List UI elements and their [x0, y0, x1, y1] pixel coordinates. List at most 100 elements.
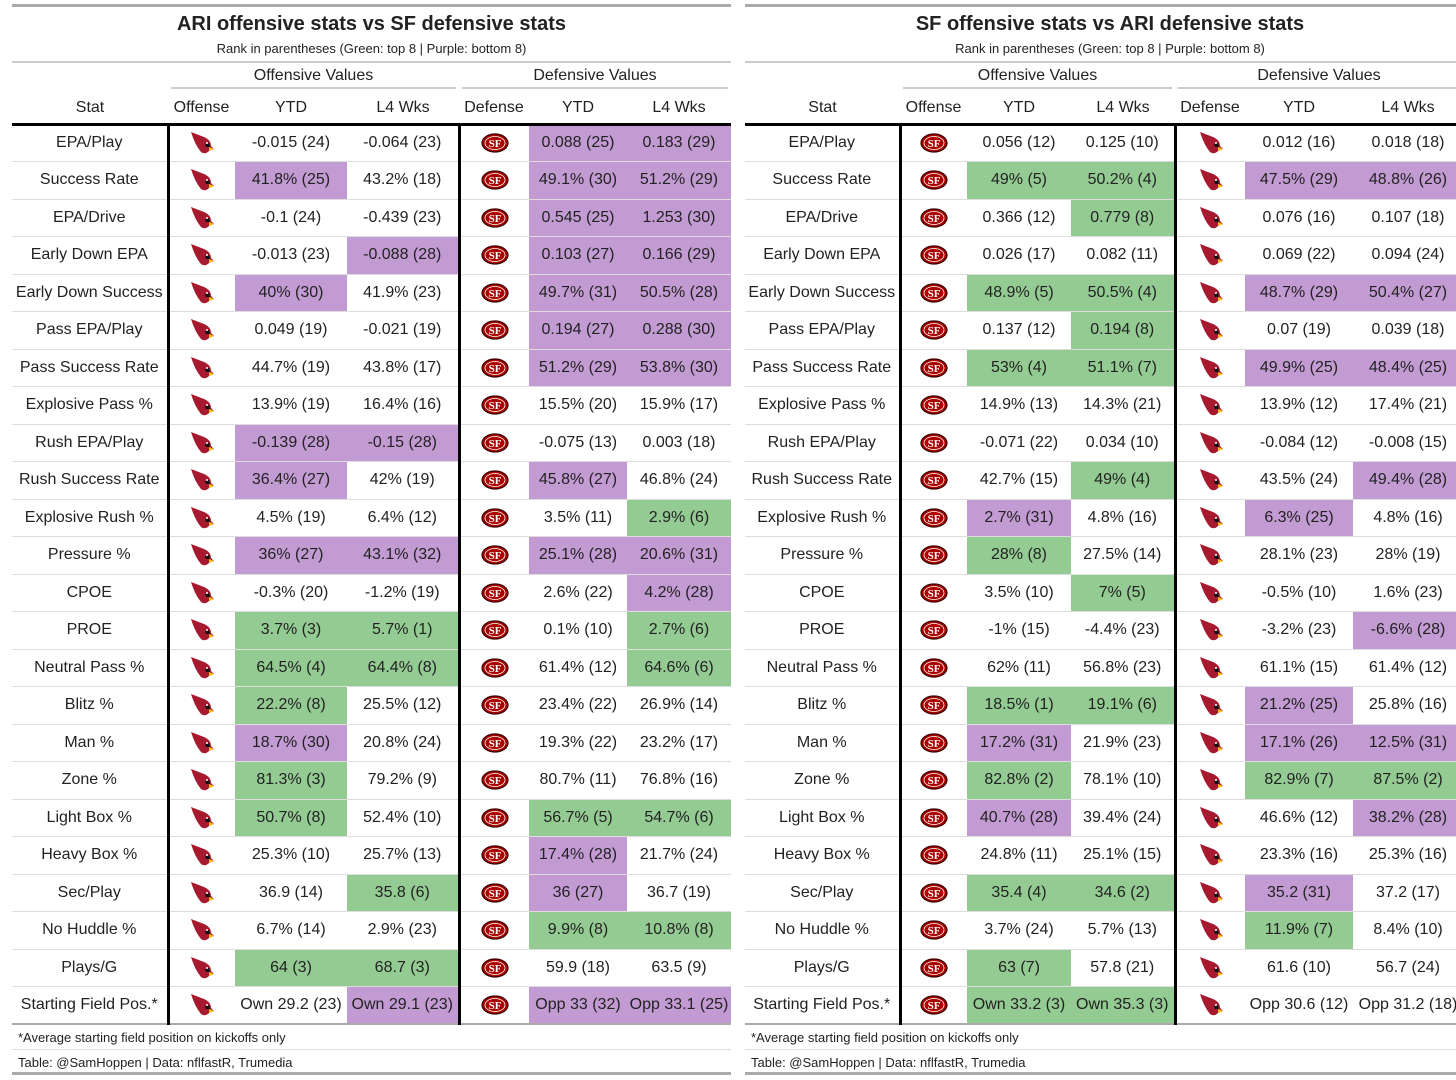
stat-name-cell: Pressure % [745, 536, 900, 575]
stat-name-cell: Rush Success Rate [745, 461, 900, 500]
49ers-logo-icon: SF [898, 761, 967, 800]
defense-l4-cell: 20.6% (31) [627, 536, 731, 575]
svg-text:SF: SF [488, 513, 501, 525]
offense-ytd-cell: -0.139 (28) [235, 424, 347, 462]
49ers-logo-icon: SF [898, 949, 967, 987]
cardinals-logo-icon [1173, 161, 1245, 200]
offense-ytd-cell: 0.049 (19) [235, 311, 347, 350]
49ers-logo-icon: SF [898, 386, 967, 425]
svg-text:SF: SF [928, 175, 941, 187]
offense-l4-cell: 68.7 (3) [347, 949, 459, 987]
col-def-ytd: YTD [1245, 93, 1353, 126]
49ers-logo-icon: SF [898, 836, 967, 875]
svg-text:SF: SF [488, 813, 501, 825]
defense-ytd-cell: 21.2% (25) [1245, 686, 1353, 725]
table-title: ARI offensive stats vs SF defensive stat… [176, 13, 567, 35]
49ers-logo-icon: SF [898, 986, 967, 1025]
stat-name-cell: Rush Success Rate [12, 461, 168, 500]
49ers-logo-icon: SF [457, 649, 529, 687]
defense-ytd-cell: 49.7% (31) [529, 274, 627, 312]
cardinals-logo-icon [166, 274, 235, 312]
svg-text:SF: SF [488, 550, 501, 562]
offense-l4-cell: 21.9% (23) [1071, 724, 1175, 762]
svg-text:SF: SF [488, 663, 501, 675]
svg-text:SF: SF [488, 850, 501, 862]
stat-name-cell: No Huddle % [12, 911, 168, 950]
cardinals-logo-icon [166, 874, 235, 912]
table-row: Early Down EPA -0.013 (23) -0.088 (28) SF 0.… [12, 236, 731, 275]
cardinals-logo-icon [166, 536, 235, 575]
cardinals-logo-icon [166, 424, 235, 462]
cardinals-logo-icon [1173, 499, 1245, 537]
defense-ytd-cell: 0.194 (27) [529, 311, 627, 350]
table-row: Explosive Rush % SF 2.7% (31) 4.8% (16) 6.3%… [745, 499, 1456, 537]
defense-l4-cell: 53.8% (30) [627, 349, 731, 387]
table-row: Rush EPA/Play SF -0.071 (22) 0.034 (10) -0.0… [745, 424, 1456, 462]
cardinals-logo-icon [1173, 649, 1245, 687]
defense-ytd-cell: 9.9% (8) [529, 911, 627, 950]
table-row: CPOE -0.3% (20) -1.2% (19) SF 2.6% (22) 4.2% … [12, 574, 731, 612]
49ers-logo-icon: SF [457, 311, 529, 350]
offense-l4-cell: -0.064 (23) [347, 124, 459, 162]
49ers-logo-icon: SF [898, 499, 967, 537]
svg-text:SF: SF [928, 850, 941, 862]
defense-l4-cell: 21.7% (24) [627, 836, 731, 875]
cardinals-logo-icon [1173, 574, 1245, 612]
table-row: Sec/Play 36.9 (14) 35.8 (6) SF 36 (27) 36.7 (… [12, 874, 731, 912]
cardinals-logo-icon [166, 611, 235, 650]
table-subtitle: Rank in parentheses (Green: top 8 | Purp… [12, 39, 731, 63]
table-row: Pressure % 36% (27) 43.1% (32) SF 25.1% (28)… [12, 536, 731, 575]
49ers-logo-icon: SF [457, 461, 529, 500]
offense-l4-cell: 52.4% (10) [347, 799, 459, 837]
offense-ytd-cell: 25.3% (10) [235, 836, 347, 875]
table-title: SF offensive stats vs ARI defensive stat… [915, 13, 1305, 35]
table-row: CPOE SF 3.5% (10) 7% (5) -0.5% (10) 1.6% (23) [745, 574, 1456, 612]
offense-ytd-cell: 41.8% (25) [235, 161, 347, 200]
table-row: EPA/Drive -0.1 (24) -0.439 (23) SF 0.545 (25… [12, 199, 731, 237]
defense-ytd-cell: 2.6% (22) [529, 574, 627, 612]
stat-name-cell: Early Down Success [745, 274, 900, 312]
offense-ytd-cell: 4.5% (19) [235, 499, 347, 537]
offense-ytd-cell: 64.5% (4) [235, 649, 347, 687]
defense-ytd-cell: 61.6 (10) [1245, 949, 1353, 987]
offense-ytd-cell: 3.7% (3) [235, 611, 347, 650]
svg-text:SF: SF [488, 588, 501, 600]
offense-ytd-cell: 13.9% (19) [235, 386, 347, 425]
offense-ytd-cell: 6.7% (14) [235, 911, 347, 950]
defensive-values-group: Defensive Values [1178, 67, 1456, 89]
col-defense: Defense [1175, 93, 1245, 126]
offense-l4-cell: 41.9% (23) [347, 274, 459, 312]
defense-l4-cell: 10.8% (8) [627, 911, 731, 950]
col-off-ytd: YTD [967, 93, 1071, 126]
defense-ytd-cell: 6.3% (25) [1245, 499, 1353, 537]
defense-l4-cell: 0.018 (18) [1353, 124, 1456, 162]
svg-text:SF: SF [488, 775, 501, 787]
defense-ytd-cell: 19.3% (22) [529, 724, 627, 762]
defense-l4-cell: 50.5% (28) [627, 274, 731, 312]
cardinals-logo-icon [166, 649, 235, 687]
defense-l4-cell: 0.039 (18) [1353, 311, 1456, 350]
defense-l4-cell: 51.2% (29) [627, 161, 731, 200]
svg-text:SF: SF [928, 888, 941, 900]
svg-text:SF: SF [488, 925, 501, 937]
svg-text:SF: SF [928, 588, 941, 600]
stat-name-cell: Rush EPA/Play [12, 424, 168, 462]
table-row: Rush EPA/Play -0.139 (28) -0.15 (28) SF -0.0… [12, 424, 731, 462]
49ers-logo-icon: SF [457, 124, 529, 162]
defense-l4-cell: 54.7% (6) [627, 799, 731, 837]
offense-l4-cell: 0.125 (10) [1071, 124, 1175, 162]
cardinals-logo-icon [166, 724, 235, 762]
offense-l4-cell: 39.4% (24) [1071, 799, 1175, 837]
cardinals-logo-icon [1173, 911, 1245, 950]
cardinals-logo-icon [1173, 724, 1245, 762]
49ers-logo-icon: SF [898, 424, 967, 462]
svg-text:SF: SF [928, 213, 941, 225]
defense-l4-cell: 4.2% (28) [627, 574, 731, 612]
svg-text:SF: SF [488, 138, 501, 150]
49ers-logo-icon: SF [457, 574, 529, 612]
table-row: EPA/Drive SF 0.366 (12) 0.779 (8) 0.076 (16)… [745, 199, 1456, 237]
49ers-logo-icon: SF [898, 874, 967, 912]
table-row: Early Down Success 40% (30) 41.9% (23) SF 49… [12, 274, 731, 312]
svg-text:SF: SF [928, 625, 941, 637]
svg-text:SF: SF [928, 475, 941, 487]
